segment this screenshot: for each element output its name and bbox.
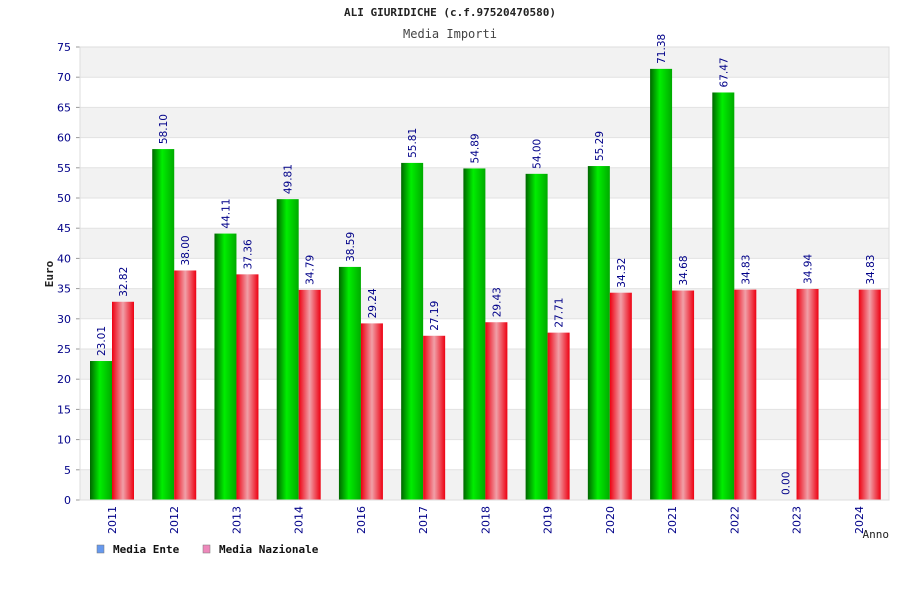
bar-media-nazionale (112, 301, 134, 500)
y-tick-label: 10 (57, 434, 71, 447)
y-tick-label: 5 (64, 464, 71, 477)
bar-media-nazionale (360, 323, 383, 500)
bar-label-media-nazionale: 34.68 (678, 255, 690, 285)
bar-media-ente (338, 266, 361, 500)
y-tick-label: 15 (57, 403, 71, 416)
x-tick-label: 2023 (791, 506, 804, 534)
bar-label-media-ente: 71.38 (656, 34, 668, 64)
bar-label-media-nazionale: 38.00 (180, 235, 192, 265)
y-tick-label: 70 (57, 71, 71, 84)
bar-media-ente (276, 199, 299, 501)
x-tick-label: 2016 (355, 506, 368, 534)
bar-label-media-ente: 0.00 (781, 472, 793, 495)
x-tick-label: 2018 (479, 506, 492, 534)
bar-media-nazionale (236, 274, 259, 500)
bar-media-ente (214, 233, 237, 500)
x-axis-ticks: 2011 2012 2013 2014 2016 2017 2018 2019 2020 2021… (106, 506, 866, 534)
x-tick-label: 2024 (853, 506, 866, 534)
bar-label-media-ente: 67.47 (718, 57, 730, 87)
y-axis-label: Euro (43, 260, 56, 287)
y-tick-label: 20 (57, 373, 71, 386)
y-tick-label: 50 (57, 192, 71, 205)
bar-media-ente (152, 149, 175, 501)
y-tick-label: 30 (57, 313, 71, 326)
bar-label-media-ente: 23.01 (96, 326, 108, 356)
bar-label-media-nazionale: 29.24 (367, 288, 379, 318)
bar-label-media-ente: 38.59 (345, 232, 357, 262)
x-tick-label: 2012 (168, 506, 181, 534)
bar-media-nazionale (174, 270, 197, 500)
bar-media-nazionale (734, 289, 757, 500)
bar-media-ente (401, 162, 424, 500)
bar-media-ente (650, 68, 673, 500)
bar-label-media-nazionale: 34.94 (803, 254, 815, 284)
y-tick-label: 65 (57, 101, 71, 114)
bar-label-media-nazionale: 37.36 (242, 239, 254, 269)
y-axis-ticks: 0 5 10 15 20 25 30 35 40 45 50 55 60 65 70 75 (57, 41, 80, 507)
legend-label-media-nazionale: Media Nazionale (219, 543, 319, 556)
x-tick-label: 2014 (293, 506, 306, 534)
bar-label-media-nazionale: 34.32 (616, 258, 628, 288)
y-tick-label: 60 (57, 132, 71, 145)
bar-media-ente (463, 168, 486, 500)
legend-label-media-ente: Media Ente (113, 543, 180, 556)
legend-swatch-media-nazionale (202, 544, 211, 554)
grid-band (80, 107, 889, 138)
bar-media-nazionale (858, 289, 881, 500)
chart-subtitle: Media Importi (403, 27, 497, 41)
bar-label-media-nazionale: 34.83 (740, 255, 752, 285)
bar-label-media-ente: 44.11 (220, 199, 232, 229)
plot-frame (79, 46, 890, 501)
y-tick-label: 25 (57, 343, 71, 356)
bar-media-ente (90, 361, 112, 500)
bar-label-media-ente: 54.00 (532, 139, 544, 169)
bar-label-media-nazionale: 27.71 (554, 298, 566, 328)
y-tick-label: 40 (57, 252, 71, 265)
x-tick-label: 2017 (417, 506, 430, 534)
x-tick-label: 2020 (604, 506, 617, 534)
bar-label-media-ente: 54.89 (469, 133, 481, 163)
legend: Media Ente Media Nazionale (96, 543, 319, 556)
bar-label-media-ente: 49.81 (283, 164, 295, 194)
y-tick-label: 0 (64, 494, 71, 507)
bar-label-media-ente: 55.81 (407, 128, 419, 158)
bar-media-nazionale (672, 290, 695, 500)
x-tick-label: 2022 (728, 506, 741, 534)
bar-media-nazionale (609, 292, 632, 500)
bar-media-ente (712, 92, 735, 500)
bar-value-labels: 23.01 32.82 58.10 38.00 44.11 37.36 49.81 34.79… (96, 34, 877, 495)
bar-media-nazionale (423, 335, 446, 500)
x-tick-label: 2019 (542, 506, 555, 534)
bar-media-nazionale (298, 289, 321, 500)
x-tick-label: 2021 (666, 506, 679, 534)
bar-label-media-ente: 55.29 (594, 131, 606, 161)
bar-label-media-nazionale: 34.79 (305, 255, 317, 285)
bar-media-ente (525, 173, 548, 500)
grid-band (80, 47, 889, 78)
y-tick-label: 45 (57, 222, 71, 235)
x-tick-label: 2011 (106, 506, 119, 534)
bar-label-media-nazionale: 34.83 (865, 255, 877, 285)
bar-media-nazionale (796, 288, 819, 500)
bar-media-nazionale (547, 332, 570, 500)
bar-media-ente (587, 166, 610, 500)
y-tick-label: 35 (57, 283, 71, 296)
x-tick-label: 2013 (230, 506, 243, 534)
legend-swatch-media-ente (96, 544, 105, 554)
bar-label-media-ente: 58.10 (158, 114, 170, 144)
bars (90, 68, 881, 501)
bar-label-media-nazionale: 29.43 (491, 287, 503, 317)
bar-media-nazionale (485, 322, 508, 500)
chart-title: ALI GIURIDICHE (c.f.97520470580) (344, 6, 556, 19)
x-axis-label: Anno (863, 528, 890, 541)
y-tick-label: 75 (57, 41, 71, 54)
bar-label-media-nazionale: 32.82 (118, 267, 130, 297)
bar-label-media-nazionale: 27.19 (429, 301, 441, 331)
y-tick-label: 55 (57, 162, 71, 175)
